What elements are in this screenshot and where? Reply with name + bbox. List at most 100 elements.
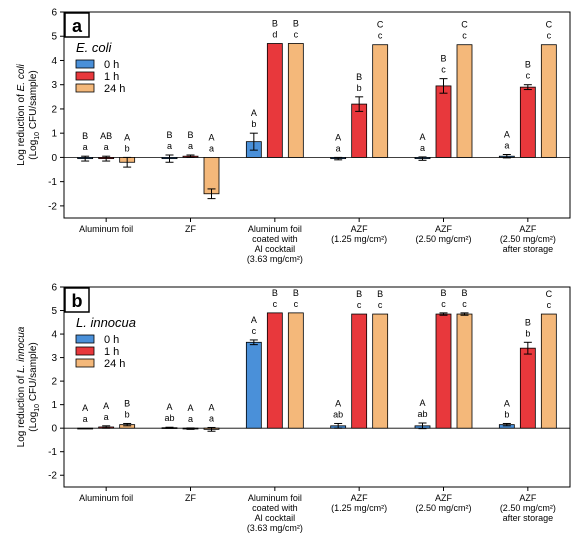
- y-tick-label: 1: [51, 129, 57, 140]
- significance-letter-lower: b: [125, 143, 130, 153]
- significance-letter-lower: a: [209, 413, 214, 423]
- y-axis-label-text: Log reduction of: [16, 91, 27, 166]
- plot-frame: [63, 286, 571, 488]
- bar: [266, 43, 283, 158]
- legend-label: 0 h: [104, 334, 119, 346]
- x-tick-label: AZF: [351, 493, 369, 503]
- significance-letter-lower: c: [462, 31, 467, 41]
- significance-letter-upper: B: [187, 130, 193, 140]
- significance-letter-lower: c: [462, 299, 467, 309]
- y-tick-label: 0: [51, 424, 57, 435]
- significance-letter-upper: B: [461, 288, 467, 298]
- significance-letter-upper: B: [356, 72, 362, 82]
- y-tick-label: 4: [51, 330, 57, 341]
- x-tick-label: coated with: [252, 503, 298, 513]
- significance-letter-lower: b: [125, 409, 130, 419]
- x-tick-label: AZF: [435, 224, 453, 234]
- significance-letter-lower: c: [273, 299, 278, 309]
- bar: [435, 313, 452, 429]
- y-axis-label-organism: L. innocua: [16, 326, 27, 373]
- x-tick-label: AZF: [435, 493, 453, 503]
- significance-letter-lower: c: [547, 300, 552, 310]
- significance-letter-lower: c: [294, 30, 299, 40]
- x-tick-label: ZF: [185, 224, 196, 234]
- legend-swatch: [75, 358, 95, 368]
- significance-letter-lower: a: [167, 141, 172, 151]
- significance-letter-upper: A: [419, 132, 425, 142]
- significance-letter-upper: B: [525, 60, 531, 70]
- x-tick-label: (1.25 mg/cm²): [331, 234, 387, 244]
- significance-letter-lower: d: [272, 30, 277, 40]
- significance-letter-upper: A: [251, 108, 257, 118]
- legend-swatch: [75, 71, 95, 81]
- y-tick-label: 3: [51, 353, 57, 364]
- bar: [519, 347, 536, 429]
- significance-letter-lower: a: [336, 143, 341, 153]
- significance-letter-upper: A: [335, 398, 341, 408]
- x-tick-label: (2.50 mg/cm²): [415, 503, 471, 513]
- y-axis-label-organism: E. coli: [16, 63, 27, 91]
- y-tick-label: 2: [51, 377, 57, 388]
- y-axis-label: Log reduction of E. coli: [16, 63, 27, 166]
- legend-title: L. innocua: [76, 315, 136, 330]
- panel-label: b: [72, 291, 83, 311]
- significance-letter-upper: B: [272, 19, 278, 29]
- significance-letter-lower: ab: [417, 409, 427, 419]
- y-axis-sublabel-subscript: 10: [34, 132, 41, 140]
- x-tick-label: coated with: [252, 234, 298, 244]
- x-tick-label: Aluminum foil: [248, 224, 302, 234]
- x-tick-label: ZF: [185, 493, 196, 503]
- bar: [372, 313, 389, 429]
- legend-label: 1 h: [104, 71, 119, 83]
- significance-letter-lower: c: [378, 31, 383, 41]
- y-axis-label-text: Log reduction of: [16, 373, 27, 448]
- significance-letter-lower: a: [188, 414, 193, 424]
- significance-letter-lower: c: [547, 31, 552, 41]
- significance-letter-lower: b: [357, 83, 362, 93]
- bar: [456, 313, 473, 429]
- x-tick-label: AZF: [351, 224, 369, 234]
- x-tick-label: Al cocktail: [255, 513, 296, 523]
- y-axis-sublabel: (Log10 CFU/sample): [28, 70, 41, 160]
- legend-swatch: [75, 334, 95, 344]
- y-axis-sublabel-text: (Log: [28, 140, 39, 160]
- y-axis-sublabel-subscript: 10: [34, 404, 41, 412]
- legend-swatch: [75, 346, 95, 356]
- significance-letter-upper: C: [461, 20, 468, 30]
- x-tick-label: after storage: [503, 513, 554, 523]
- x-tick-label: AZF: [519, 493, 537, 503]
- significance-letter-upper: B: [166, 130, 172, 140]
- bar: [435, 85, 452, 158]
- bar: [245, 341, 262, 429]
- legend-label: 1 h: [104, 346, 119, 358]
- y-tick-label: 6: [51, 8, 57, 19]
- significance-letter-lower: c: [526, 71, 531, 81]
- y-tick-label: -2: [48, 471, 57, 482]
- significance-letter-upper: A: [419, 398, 425, 408]
- significance-letter-lower: a: [209, 143, 214, 153]
- significance-letter-lower: ab: [164, 413, 174, 423]
- x-tick-label: after storage: [503, 244, 554, 254]
- significance-letter-upper: B: [440, 288, 446, 298]
- significance-letter-upper: A: [251, 315, 257, 325]
- significance-letter-upper: B: [272, 288, 278, 298]
- significance-letter-lower: a: [83, 142, 88, 152]
- significance-letter-lower: b: [251, 119, 256, 129]
- significance-letter-lower: c: [294, 299, 299, 309]
- significance-letter-upper: C: [546, 289, 553, 299]
- significance-letter-upper: B: [293, 288, 299, 298]
- significance-letter-upper: C: [377, 20, 384, 30]
- significance-letter-upper: A: [187, 403, 193, 413]
- y-axis-sublabel-text: CFU/sample): [28, 70, 39, 132]
- significance-letter-lower: a: [188, 141, 193, 151]
- y-tick-label: 1: [51, 400, 57, 411]
- x-tick-label: AZF: [519, 224, 537, 234]
- significance-letter-lower: a: [504, 141, 509, 151]
- significance-letter-upper: AB: [100, 131, 112, 141]
- significance-letter-lower: a: [83, 414, 88, 424]
- panel-label-box: [64, 287, 90, 313]
- significance-letter-lower: a: [104, 412, 109, 422]
- significance-letter-lower: b: [504, 409, 509, 419]
- significance-letter-lower: c: [378, 300, 383, 310]
